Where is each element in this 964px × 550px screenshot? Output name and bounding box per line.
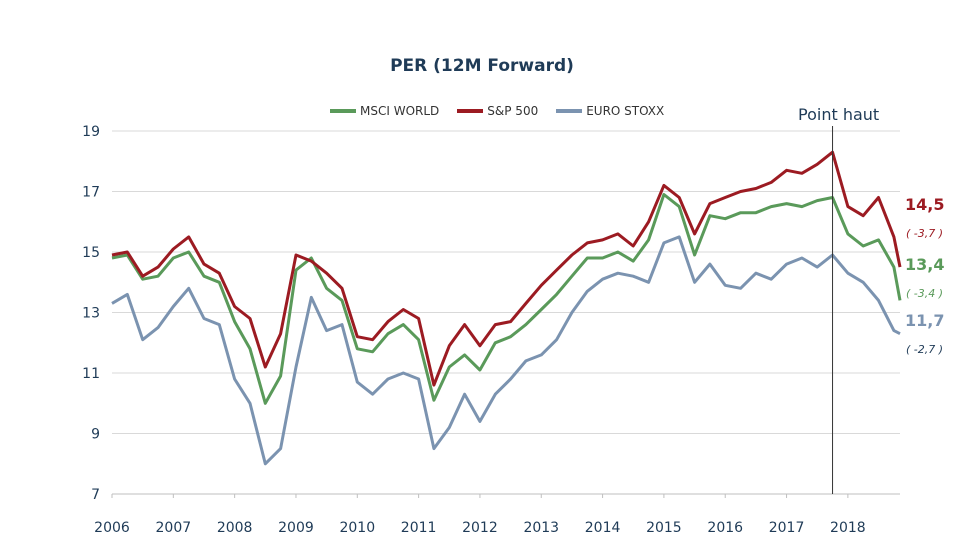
x-tick-label: 2015	[646, 520, 682, 536]
x-tick-label: 2014	[585, 520, 621, 536]
legend-label-euro-stoxx: EURO STOXX	[586, 104, 665, 118]
end-label-sp500-change: ( -3,7 )	[906, 227, 944, 240]
x-tick-label: 2017	[769, 520, 805, 536]
x-tick-label: 2008	[217, 520, 253, 536]
end-label-msci-change: ( -3,4 )	[906, 287, 944, 300]
legend-label-sp500: S&P 500	[487, 104, 539, 118]
chart-legend: MSCI WORLD S&P 500 EURO STOXX	[330, 104, 664, 118]
y-tick-label: 15	[82, 245, 100, 261]
legend-swatch-euro-stoxx	[556, 109, 583, 113]
y-tick-label: 17	[82, 185, 100, 201]
y-tick-label: 13	[82, 306, 100, 322]
x-tick-label: 2007	[156, 520, 192, 536]
legend-label-msci-world: MSCI WORLD	[360, 104, 440, 118]
legend-item-msci-world: MSCI WORLD	[330, 104, 439, 118]
y-tick-label: 9	[91, 427, 100, 443]
end-label-eurostoxx-change: ( -2,7 )	[906, 343, 944, 356]
x-tick-label: 2009	[278, 520, 314, 536]
end-label-msci-value: 13,4	[905, 255, 945, 274]
point-haut-label: Point haut	[798, 105, 880, 124]
legend-swatch-sp500	[457, 109, 484, 113]
x-tick-label: 2013	[523, 520, 559, 536]
series-line-msci-world	[111, 193, 902, 405]
y-tick-label: 19	[82, 124, 100, 140]
end-label-sp500-value: 14,5	[905, 195, 945, 214]
y-tick-label: 7	[91, 487, 100, 503]
x-tick-label: 2006	[94, 520, 130, 536]
x-tick-label: 2018	[830, 520, 866, 536]
series-line-euro-stoxx	[111, 235, 901, 466]
legend-item-sp500: S&P 500	[457, 104, 538, 118]
x-tick-label: 2010	[339, 520, 375, 536]
legend-item-euro-stoxx: EURO STOXX	[556, 104, 664, 118]
series-line-s-p-500	[111, 150, 902, 387]
y-tick-label: 11	[82, 366, 100, 382]
legend-swatch-msci-world	[330, 109, 356, 113]
x-tick-label: 2011	[401, 520, 437, 536]
end-label-eurostoxx-value: 11,7	[905, 311, 945, 330]
chart-title: PER (12M Forward)	[390, 56, 574, 76]
x-tick-label: 2012	[462, 520, 498, 536]
x-tick-label: 2016	[707, 520, 743, 536]
